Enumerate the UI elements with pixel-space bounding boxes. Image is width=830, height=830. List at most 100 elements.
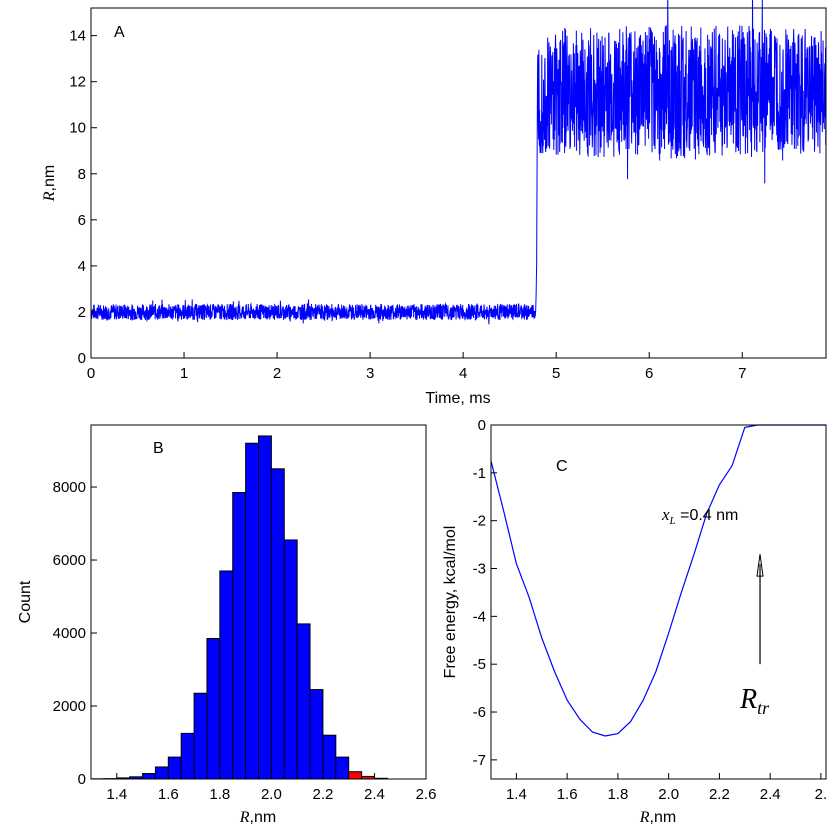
panel-b-bar-14: [270, 468, 285, 780]
panel-c-plot-area: [490, 424, 826, 737]
panel-a-y-tick-4-label: 4: [78, 258, 86, 275]
panel-b-bar-19: [335, 756, 350, 780]
panel-a-x-tick-2-label: 2: [273, 365, 281, 382]
panel-c-y-tick--4-label: -4: [473, 608, 486, 625]
panel-c: 1.4 1.6 1.8 2.0 2.2 2.4 2. 0 -1 -2 -3 -4 -5 -6 -7 C R…: [442, 417, 827, 826]
panel-c-annotation-xl-rest: =0.4 nm: [676, 507, 739, 524]
panel-a-y-tick-2-label: 2: [78, 304, 86, 321]
panel-b-x-tick-2.6-label: 2.6: [416, 786, 437, 803]
panel-b-y-axis-label-text: Count: [17, 580, 34, 623]
panel-c-y-tick--7-label: -7: [473, 752, 486, 769]
panel-c-x-axis-label: R,nm: [639, 809, 676, 826]
panel-b-bar-4: [142, 773, 156, 780]
panel-c-annotation-xl: xL =0.4 nm: [661, 505, 738, 527]
panel-b-x-tick-2.0-label: 2.0: [261, 786, 282, 803]
panel-c-y-tick--1-label: -1: [473, 465, 486, 482]
panel-c-label: C: [556, 458, 568, 475]
panel-b-bar-11: [232, 492, 247, 780]
panel-b-x-axis-label: R,nm: [239, 809, 276, 826]
panel-c-y-axis-label-text: Free energy, kcal/mol: [442, 526, 459, 679]
panel-b-bar-17: [309, 689, 324, 780]
svg-text:R,nm: R,nm: [41, 165, 58, 202]
panel-a-x-tick-4-label: 4: [459, 365, 467, 382]
panel-b-bar-9: [206, 637, 221, 780]
panel-b-y-tick-4000-label: 4000: [53, 625, 86, 642]
panel-c-x-tick-6-label: 2.: [815, 786, 828, 803]
panel-a-y-tick-10-label: 10: [69, 120, 86, 137]
panel-b-bar-7: [180, 732, 195, 780]
panel-c-x-tick-4-label: 2.2: [709, 786, 730, 803]
panel-a-x-tick-6-label: 6: [645, 365, 653, 382]
panel-a-y-tick-14-label: 14: [69, 28, 86, 45]
panel-c-x-tick-2-label: 1.8: [607, 786, 628, 803]
panel-c-annotation-xl-math: x: [661, 505, 670, 524]
panel-b-x-ticks: 1.4 1.6 1.8 2.0 2.2 2.4 2.6: [106, 773, 436, 803]
panel-a-y-tick-8-label: 8: [78, 166, 86, 183]
panel-c-free-energy-line: [490, 424, 826, 737]
panel-c-rtr-sub: tr: [757, 698, 770, 718]
panel-c-y-tick--3-label: -3: [473, 561, 486, 578]
panel-c-x-tick-0-label: 1.4: [506, 786, 527, 803]
panel-b-bar-6: [167, 756, 182, 780]
panel-c-y-ticks: 0 -1 -2 -3 -4 -5 -6 -7: [473, 417, 497, 769]
panel-b-bar-10: [219, 570, 234, 780]
panel-b-x-tick-2.4-label: 2.4: [364, 786, 385, 803]
panel-b-y-ticks: 0 2000 4000 6000 8000: [53, 479, 97, 788]
panel-a-x-tick-7-label: 7: [738, 365, 746, 382]
panel-a-y-tick-0-label: 0: [78, 350, 86, 367]
panel-b-y-tick-6000-label: 6000: [53, 552, 86, 569]
panel-b-label: B: [153, 440, 164, 457]
panel-b-y-tick-2000-label: 2000: [53, 698, 86, 715]
panel-b-bar-12: [245, 442, 260, 780]
panel-c-annotation-xl-sub: L: [669, 515, 676, 527]
panel-b-bar-20: [348, 771, 363, 780]
panel-a-series-line: [90, 0, 827, 325]
panel-c-y-tick--2-label: -2: [473, 513, 486, 530]
panel-a-x-ticks: 0 1 2 3 4 5 6 7: [87, 352, 746, 382]
panel-a-y-tick-6-label: 6: [78, 212, 86, 229]
panel-b: 1.4 1.6 1.8 2.0 2.2 2.4 2.6 02000400060008000 …: [17, 424, 436, 826]
panel-b-bar-15: [283, 539, 298, 780]
panel-a-x-tick-5-label: 5: [552, 365, 560, 382]
panel-a-x-tick-0-label: 0: [87, 365, 95, 382]
panel-c-y-axis-label: Free energy, kcal/mol: [442, 526, 459, 679]
panel-b-x-axis-label-unit: ,nm: [250, 809, 277, 826]
panel-c-x-tick-1-label: 1.6: [557, 786, 578, 803]
panel-c-rtr-math: R: [739, 684, 757, 715]
panel-b-frame: [90, 424, 427, 780]
panel-a-y-ticks: 0 2 4 6 8 10 12 14: [69, 28, 97, 367]
panel-a-frame: [90, 7, 827, 359]
panel-a-x-tick-1-label: 1: [180, 365, 188, 382]
panel-b-bar-18: [322, 734, 337, 780]
panel-c-frame: [490, 424, 827, 780]
panel-b-y-tick-0-label: 0: [78, 771, 86, 788]
panel-c-annotation-arrow: [756, 554, 764, 665]
panel-a-x-tick-3-label: 3: [366, 365, 374, 382]
panel-b-bar-16: [296, 623, 311, 780]
panel-b-x-tick-1.4-label: 1.4: [106, 786, 127, 803]
panel-c-y-tick-0-label: 0: [478, 417, 486, 434]
panel-b-y-tick-8000-label: 8000: [53, 479, 86, 496]
panel-c-arrow-head: [756, 554, 764, 577]
panel-b-bar-8: [193, 692, 208, 780]
panel-c-y-tick--6-label: -6: [473, 704, 486, 721]
panel-a-y-axis-label-math: R: [41, 191, 58, 202]
panel-b-x-axis-label-math: R: [239, 809, 250, 826]
panel-b-bars: [90, 435, 388, 780]
panel-b-x-tick-2.2-label: 2.2: [312, 786, 333, 803]
panel-a-label: A: [114, 24, 125, 41]
panel-c-x-axis-label-math: R: [639, 809, 650, 826]
panel-b-x-tick-1.8-label: 1.8: [209, 786, 230, 803]
panel-c-x-tick-3-label: 2.0: [658, 786, 679, 803]
panel-c-x-ticks: 1.4 1.6 1.8 2.0 2.2 2.4 2.: [506, 773, 827, 803]
panel-a-plot-area: [90, 0, 827, 325]
panel-b-x-tick-1.6-label: 1.6: [158, 786, 179, 803]
panel-c-x-tick-5-label: 2.4: [760, 786, 781, 803]
panel-a-y-axis-label-unit: ,nm: [41, 165, 58, 192]
panel-a-x-axis-label: Time, ms: [425, 390, 490, 407]
panel-a-y-tick-12-label: 12: [69, 74, 86, 91]
panel-b-y-axis-label: Count: [17, 580, 34, 623]
panel-a-y-axis-label: R,nm: [41, 165, 58, 202]
